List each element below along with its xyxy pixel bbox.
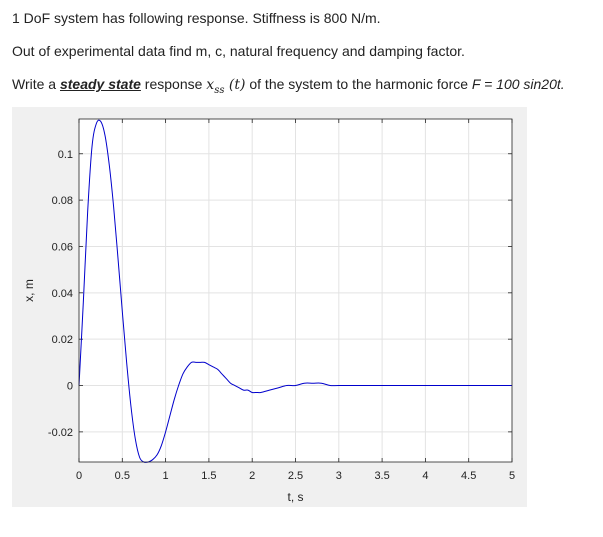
x-tick-label: 5 bbox=[509, 470, 515, 482]
response-figure: 0 0.5 1 1.5 2 2.5 3 3.5 4 4.5 5 -0.02 0 0.02 0.04 0.06… bbox=[12, 107, 527, 507]
x-tick-label: 0.5 bbox=[115, 470, 130, 482]
x-tick-label: 1.5 bbox=[201, 470, 216, 482]
grid-lines bbox=[78, 119, 513, 462]
y-tick-label: -0.02 bbox=[48, 427, 73, 439]
y-tick-label: 0.08 bbox=[52, 195, 73, 207]
y-tick-label: 0 bbox=[67, 381, 73, 393]
problem-line-3-mid2: of the system to the harmonic force bbox=[245, 76, 472, 92]
problem-line-3-prefix: Write a bbox=[12, 76, 60, 92]
problem-line-3-mid: response bbox=[140, 76, 207, 92]
x-tick-label: 1 bbox=[163, 470, 169, 482]
response-curve bbox=[78, 119, 512, 463]
y-tick-label: 0.04 bbox=[52, 288, 73, 300]
x-tick-label: 3.5 bbox=[374, 470, 389, 482]
plot-frame bbox=[78, 118, 513, 463]
response-chart: 0 0.5 1 1.5 2 2.5 3 3.5 4 4.5 5 -0.02 0 0.02 0.04 0.06… bbox=[12, 107, 527, 507]
problem-line-2: Out of experimental data find m, c, natu… bbox=[12, 43, 465, 59]
y-tick-label: 0.02 bbox=[52, 334, 73, 346]
x-axis-label: t, s bbox=[287, 490, 303, 504]
harmonic-force-expression: F = 100 sin20t. bbox=[471, 76, 565, 92]
y-tick-labels: -0.02 0 0.02 0.04 0.06 0.08 0.1 bbox=[48, 149, 73, 439]
y-tick-label: 0.1 bbox=[58, 149, 73, 161]
y-tick-label: 0.06 bbox=[52, 241, 73, 253]
x-tick-label: 4.5 bbox=[461, 470, 476, 482]
math-argument: (t) bbox=[224, 77, 246, 93]
x-tick-labels: 0 0.5 1 1.5 2 2.5 3 3.5 4 4.5 5 bbox=[76, 470, 515, 482]
x-tick-label: 3 bbox=[336, 470, 342, 482]
x-tick-label: 2 bbox=[249, 470, 255, 482]
x-tick-label: 4 bbox=[422, 470, 428, 482]
y-axis-label: x, m bbox=[22, 279, 36, 302]
steady-state-emphasis: steady state bbox=[59, 76, 141, 92]
math-variable: x bbox=[206, 77, 215, 93]
x-tick-label: 0 bbox=[76, 470, 82, 482]
problem-line-1: 1 DoF system has following response. Sti… bbox=[12, 10, 381, 26]
math-subscript: ss bbox=[214, 84, 225, 96]
steady-state-symbol: xss (t) bbox=[206, 77, 246, 96]
problem-line-3: Write a steady state response xss (t) of… bbox=[12, 75, 565, 100]
x-tick-label: 2.5 bbox=[288, 470, 303, 482]
